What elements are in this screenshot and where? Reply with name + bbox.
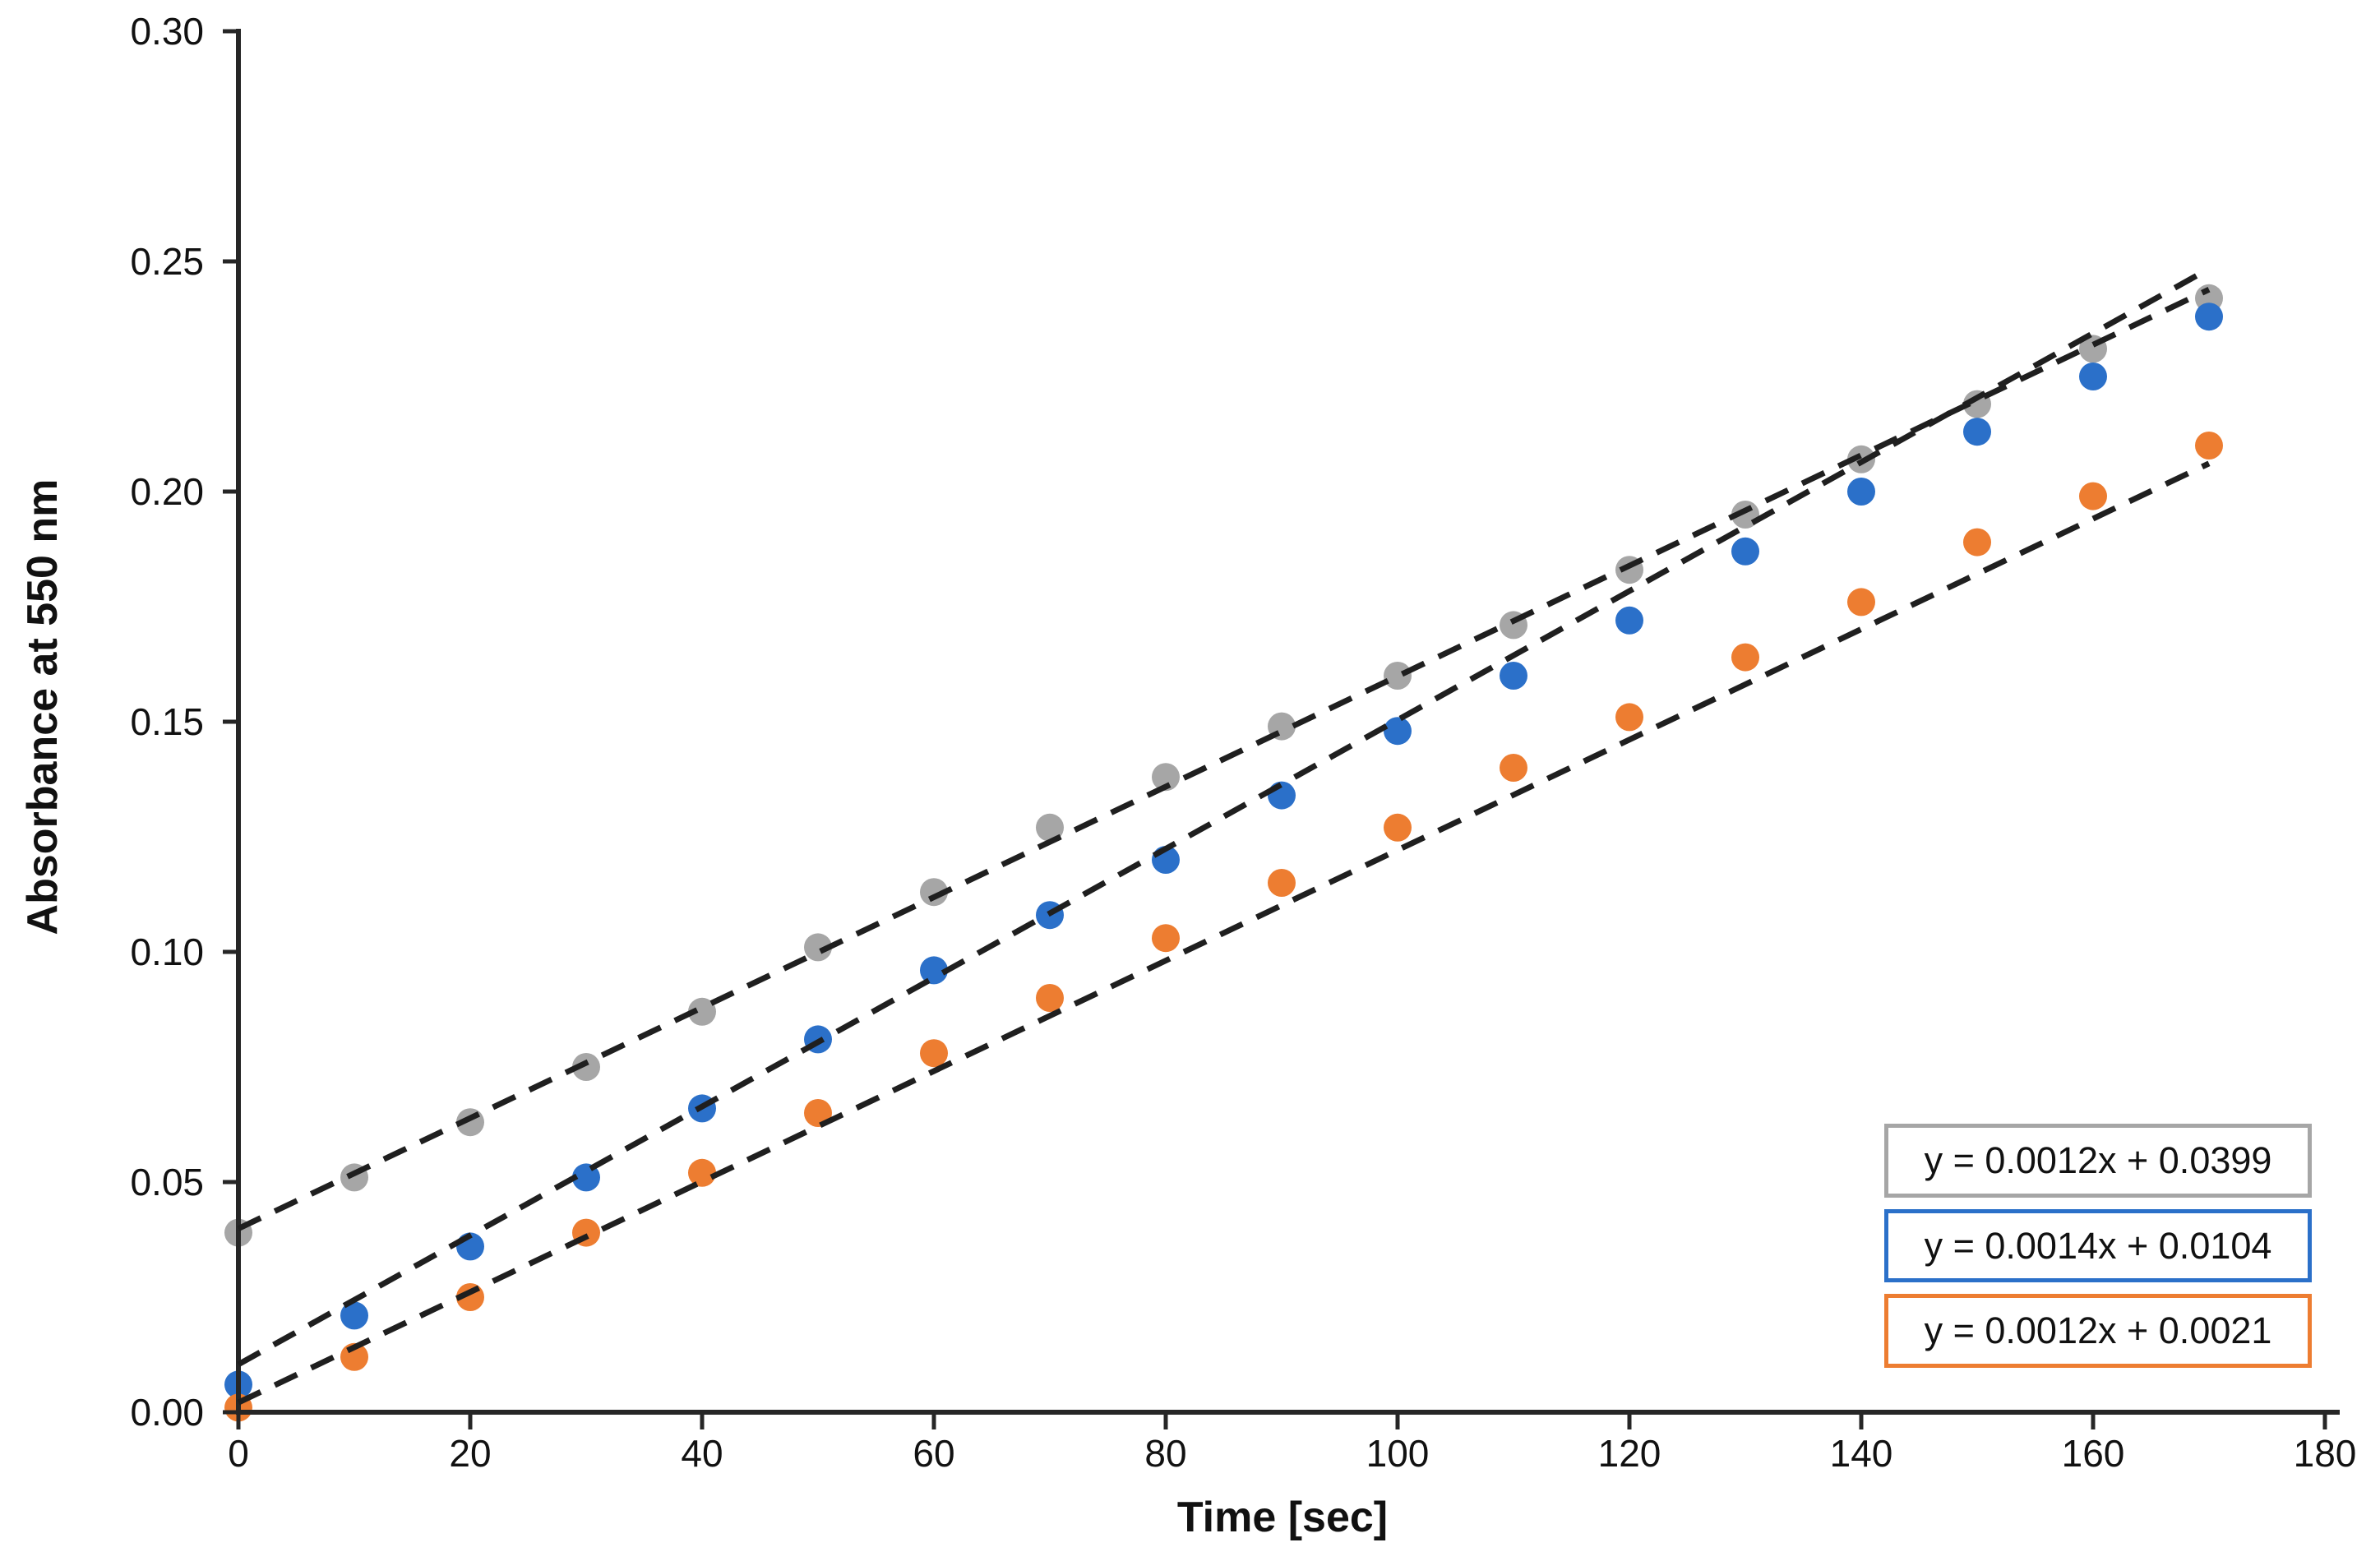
data-point [1384, 662, 1412, 690]
data-point [1036, 813, 1064, 842]
data-point [1268, 869, 1296, 897]
data-point [572, 1053, 600, 1081]
equation-box-series-blue: y = 0.0014x + 0.0104 [1884, 1208, 2312, 1282]
data-point [1731, 537, 1759, 566]
data-point [1152, 924, 1180, 953]
data-point [1615, 606, 1643, 635]
data-point [1963, 528, 1991, 557]
tick-marks [223, 29, 2327, 1429]
series-blue-trendline [237, 266, 2211, 1367]
data-point [1963, 418, 1991, 446]
y-tick-label: 0.00 [130, 1391, 204, 1434]
data-point [920, 878, 948, 907]
data-point [1036, 984, 1064, 1012]
series-orange-trendline [237, 460, 2211, 1406]
data-point [2079, 363, 2107, 390]
data-point [1152, 763, 1180, 792]
y-tick-label: 0.30 [130, 10, 204, 53]
data-point [340, 1301, 368, 1330]
series-gray-trendline [237, 287, 2211, 1231]
x-tick-label: 180 [2294, 1432, 2357, 1475]
data-point [1384, 813, 1412, 842]
y-tick-label: 0.25 [130, 240, 204, 283]
x-axis-title: Time [sec] [1176, 1494, 1389, 1541]
y-axis-title: Absorbance at 550 nm [19, 478, 67, 935]
data-point [1615, 703, 1643, 732]
data-point [1847, 478, 1875, 506]
x-tick-label: 60 [913, 1432, 954, 1475]
data-point [1268, 781, 1296, 810]
data-point [1500, 662, 1527, 690]
x-tick-label: 160 [2062, 1432, 2125, 1475]
x-tick-label: 120 [1598, 1432, 1661, 1475]
data-point [688, 997, 716, 1026]
equation-box-series-gray: y = 0.0012x + 0.0399 [1884, 1124, 2312, 1198]
data-point [1384, 717, 1412, 746]
data-point [804, 933, 832, 962]
x-tick-label: 40 [681, 1432, 723, 1475]
equation-box-series-orange: y = 0.0012x + 0.0021 [1884, 1294, 2312, 1368]
data-point [688, 1158, 716, 1187]
y-tick-label: 0.10 [130, 931, 204, 973]
x-tick-label: 0 [228, 1432, 249, 1475]
x-tick-label: 20 [449, 1432, 491, 1475]
x-tick-label: 100 [1366, 1432, 1430, 1475]
tick-labels: 0.00 0.05 0.10 0.15 0.20 0.25 0.30 0 20 40 60 80 100… [130, 10, 2356, 1475]
x-tick-label: 80 [1144, 1432, 1186, 1475]
data-point [1500, 754, 1527, 782]
data-point [1847, 588, 1875, 617]
x-tick-label: 140 [1830, 1432, 1893, 1475]
equation-legend: y = 0.0012x + 0.0399 y = 0.0014x + 0.0104… [1884, 1124, 2312, 1368]
data-point [572, 1163, 600, 1192]
data-point [920, 956, 948, 985]
data-point [2195, 303, 2223, 331]
data-point [2195, 432, 2223, 460]
data-point [920, 1039, 948, 1068]
data-point [2079, 482, 2107, 510]
y-tick-label: 0.20 [130, 470, 204, 513]
data-point [1731, 643, 1759, 672]
y-tick-label: 0.05 [130, 1161, 204, 1203]
y-tick-label: 0.15 [130, 700, 204, 743]
